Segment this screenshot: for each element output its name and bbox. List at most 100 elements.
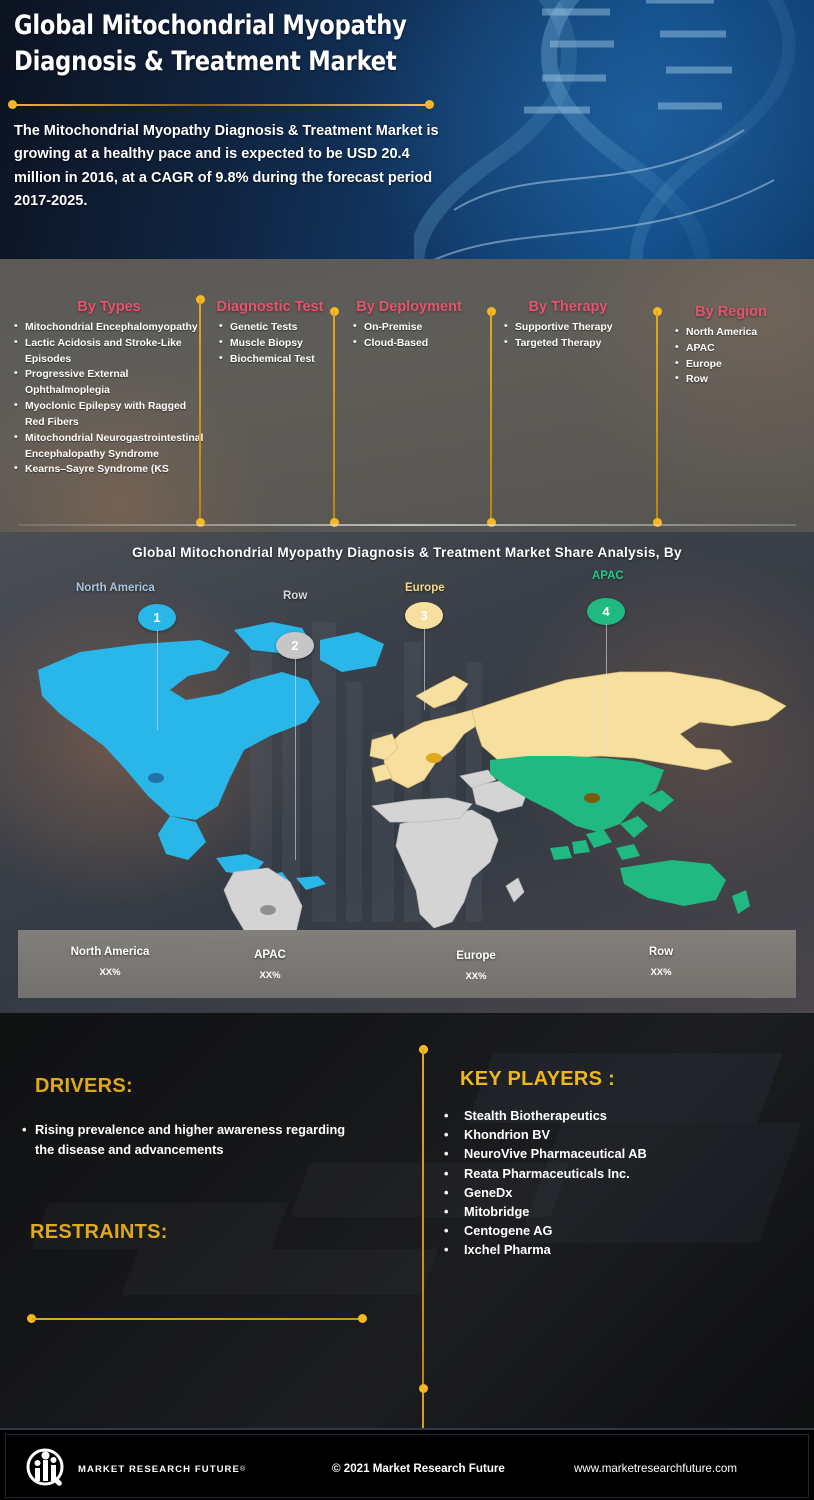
list-item: Genetic Tests	[219, 319, 330, 336]
legend-item-europe: Europe XX%	[396, 950, 556, 982]
list-item: Ixchel Pharma	[440, 1240, 790, 1259]
segment-heading: By Region	[695, 304, 767, 320]
segment-column-by-region: By Region North America APAC Europe Row	[666, 304, 796, 388]
map-pin-tip-row	[260, 905, 276, 915]
copyright-text: © 2021 Market Research Future	[332, 1462, 505, 1475]
market-research-future-logo-icon	[26, 1448, 64, 1486]
divider-line	[199, 299, 201, 523]
map-pin-stem	[423, 628, 425, 710]
map-pin-stem	[294, 658, 296, 860]
header-section: Global Mitochondrial Myopathy Diagnosis …	[0, 0, 814, 259]
drivers-keyplayers-section: DRIVERS: Rising prevalence and higher aw…	[0, 1013, 814, 1428]
divider-line	[13, 104, 429, 106]
map-pin-europe[interactable]: 3	[405, 602, 443, 710]
list-item: Kearns–Sayre Syndrome (KS	[14, 461, 204, 478]
segment-column-by-deployment: By Deployment On-Premise Cloud-Based	[344, 299, 474, 352]
divider-dot-right	[358, 1314, 367, 1323]
segmentation-baseline	[18, 524, 796, 526]
map-legend: North America XX% APAC XX% Europe XX% Ro…	[18, 930, 796, 998]
list-item: Rising prevalence and higher awareness r…	[22, 1120, 352, 1160]
map-pin-north-america[interactable]: 1	[138, 604, 176, 730]
list-item: On-Premise	[353, 319, 474, 336]
list-item: North America	[675, 324, 796, 341]
list-item: Stealth Biotherapeutics	[440, 1106, 790, 1125]
legend-label: Europe	[456, 950, 496, 962]
list-item: Supportive Therapy	[504, 319, 638, 336]
footer-section: MARKET RESEARCH FUTURE ® © 2021 Market R…	[0, 1428, 814, 1500]
divider-dot-bottom	[330, 518, 339, 527]
list-item: Cloud-Based	[353, 335, 474, 352]
list-item: NeuroVive Pharmaceutical AB	[440, 1144, 790, 1163]
legend-item-apac: APAC XX%	[190, 949, 350, 981]
segment-heading: By Types	[77, 299, 141, 315]
divider-dot-right	[425, 100, 434, 109]
map-region-row	[223, 797, 525, 930]
map-pin-number: 1	[138, 604, 176, 631]
segment-items: Supportive Therapy Targeted Therapy	[498, 319, 638, 352]
map-label-north-america: North America	[76, 582, 155, 594]
map-pin-apac[interactable]: 4	[587, 598, 625, 752]
map-label-row: Row	[283, 590, 308, 602]
map-pin-number: 3	[405, 602, 443, 629]
page-title: Global Mitochondrial Myopathy Diagnosis …	[14, 10, 407, 78]
map-region-north-america	[38, 622, 384, 890]
legend-value: XX%	[465, 971, 487, 982]
map-region-europe	[369, 675, 491, 789]
list-item: Mitochondrial Neurogastrointestinal Ence…	[14, 430, 204, 463]
legend-label: APAC	[254, 949, 286, 961]
footer-bar: MARKET RESEARCH FUTURE ® © 2021 Market R…	[5, 1434, 809, 1498]
drivers-heading: DRIVERS:	[35, 1075, 133, 1097]
map-pin-tip-north-america	[148, 773, 164, 783]
map-title: Global Mitochondrial Myopathy Diagnosis …	[132, 545, 682, 560]
list-item: Lactic Acidosis and Stroke-Like Episodes	[14, 335, 204, 368]
segment-column-diagnostic-test: Diagnostic Test Genetic Tests Muscle Bio…	[210, 299, 330, 367]
key-players-heading: KEY PLAYERS :	[460, 1068, 616, 1090]
brand-name: MARKET RESEARCH FUTURE	[78, 1463, 240, 1475]
divider-line	[656, 311, 658, 523]
legend-item-north-america: North America XX%	[30, 946, 190, 978]
divider-dot-bottom	[419, 1384, 428, 1393]
decorative-chevron	[122, 1249, 439, 1295]
segment-column-by-types: By Types Mitochondrial Encephalomyopathy…	[14, 299, 204, 478]
legend-label: Row	[648, 946, 674, 958]
restraints-heading: RESTRAINTS:	[30, 1221, 168, 1243]
segment-column-by-therapy: By Therapy Supportive Therapy Targeted T…	[498, 299, 638, 352]
segment-divider-3	[487, 307, 496, 527]
divider-dot-bottom	[487, 518, 496, 527]
header-divider	[8, 100, 434, 110]
divider-dot-left	[27, 1314, 36, 1323]
legend-label: North America	[70, 946, 150, 958]
legend-value: XX%	[259, 970, 281, 981]
dark-section-divider	[419, 1045, 428, 1393]
key-players-list: Stealth Biotherapeutics Khondrion BV Neu…	[440, 1106, 790, 1260]
world-map	[38, 622, 787, 930]
registered-mark: ®	[239, 1465, 246, 1473]
segment-heading: By Therapy	[528, 299, 608, 315]
map-label-apac: APAC	[592, 570, 624, 582]
divider-line	[32, 1317, 362, 1320]
divider-line	[333, 311, 335, 523]
list-item: Mitobridge	[440, 1202, 790, 1221]
divider-line	[490, 311, 492, 523]
list-item: Europe	[675, 356, 796, 373]
website-link[interactable]: www.marketresearchfuture.com	[574, 1462, 738, 1475]
segment-items: Mitochondrial Encephalomyopathy Lactic A…	[14, 319, 204, 478]
list-item: Biochemical Test	[219, 351, 330, 368]
brand-logo[interactable]: MARKET RESEARCH FUTURE ®	[24, 1448, 245, 1490]
list-item: Myoclonic Epilepsy with Ragged Red Fiber…	[14, 398, 204, 431]
segment-items: North America APAC Europe Row	[666, 324, 796, 388]
segment-divider-4	[653, 307, 662, 527]
list-item: Centogene AG	[440, 1221, 790, 1240]
map-pin-stem	[156, 630, 158, 730]
map-pin-tip-apac	[584, 793, 600, 803]
legend-value: XX%	[99, 967, 121, 978]
map-pin-tip-europe	[426, 753, 442, 763]
map-section: Global Mitochondrial Myopathy Diagnosis …	[0, 532, 814, 1013]
divider-dot-bottom	[196, 518, 205, 527]
map-pin-row[interactable]: 2	[276, 632, 314, 860]
list-item: Reata Pharmaceuticals Inc.	[440, 1164, 790, 1183]
drivers-bottom-divider	[27, 1314, 367, 1323]
list-item: Muscle Biopsy	[219, 335, 330, 352]
segment-divider-2	[330, 307, 339, 527]
